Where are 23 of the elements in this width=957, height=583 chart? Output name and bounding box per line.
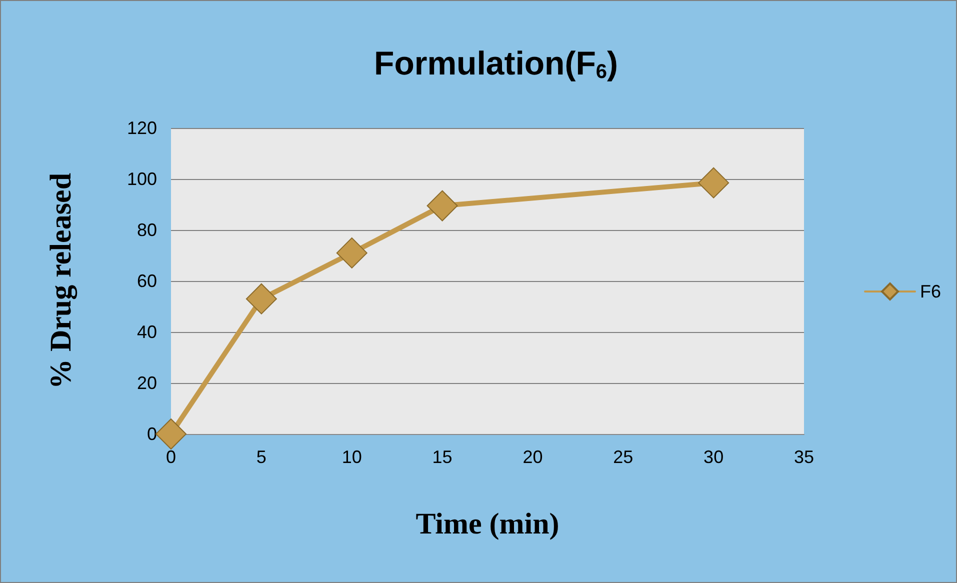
point bbox=[336, 237, 368, 268]
x-tick-label: 10 bbox=[342, 447, 362, 467]
point bbox=[698, 167, 730, 198]
point bbox=[426, 190, 458, 222]
y-tick-label: 20 bbox=[136, 373, 157, 393]
x-axis-title: Time (min) bbox=[416, 508, 560, 540]
x-tick-label: 5 bbox=[256, 447, 266, 467]
point bbox=[246, 283, 277, 314]
y-tick-label: 0 bbox=[146, 424, 157, 444]
legend-label: F6 bbox=[920, 282, 942, 302]
y-axis-title: % Drug released bbox=[44, 172, 78, 390]
x-tick-label: 0 bbox=[166, 447, 176, 467]
x-tick-label: 15 bbox=[432, 447, 452, 467]
y-tick-label: 80 bbox=[136, 220, 157, 240]
y-tick-label: 120 bbox=[126, 118, 157, 138]
y-tick-label: 40 bbox=[136, 322, 157, 342]
x-tick-label: 35 bbox=[794, 447, 814, 467]
y-tick-label: 100 bbox=[126, 169, 157, 189]
x-tick-label: 20 bbox=[522, 447, 543, 467]
x-tick-label: 25 bbox=[613, 447, 634, 467]
x-tick-label: 30 bbox=[704, 447, 724, 467]
y-tick-label: 60 bbox=[136, 271, 157, 291]
point bbox=[156, 418, 186, 450]
